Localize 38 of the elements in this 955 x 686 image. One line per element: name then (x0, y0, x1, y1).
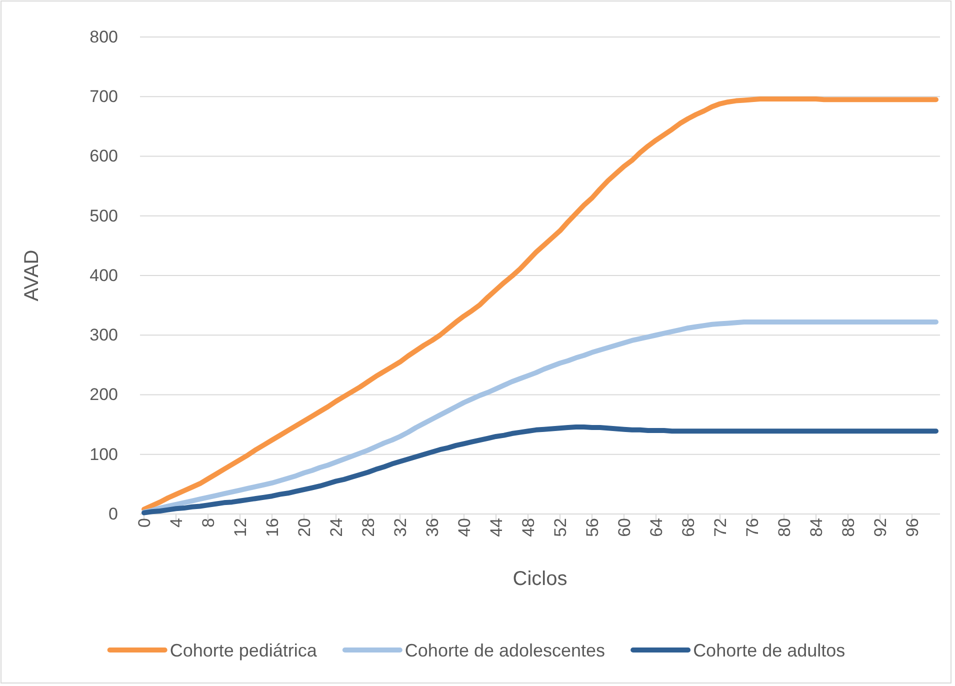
x-tick-label: 76 (742, 518, 762, 537)
y-tick-label: 800 (90, 27, 118, 46)
y-axis-title: AVAD (21, 250, 43, 302)
x-tick-label: 12 (230, 518, 250, 537)
x-tick-label: 60 (614, 518, 634, 537)
legend-label: Cohorte de adultos (693, 640, 846, 660)
legend-label: Cohorte de adolescentes (404, 640, 606, 660)
x-tick-label: 96 (902, 518, 922, 537)
x-tick-label: 36 (422, 518, 442, 537)
x-tick-label: 24 (326, 518, 346, 537)
x-tick-label: 84 (806, 518, 826, 537)
x-tick-label: 32 (390, 518, 410, 537)
legend-label: Cohorte pediátrica (170, 640, 318, 660)
x-tick-label: 92 (870, 518, 890, 537)
x-tick-label: 4 (166, 518, 186, 528)
y-tick-label: 200 (90, 385, 118, 404)
y-tick-label: 100 (90, 444, 118, 464)
x-tick-label: 8 (198, 518, 218, 528)
x-tick-label: 72 (710, 518, 730, 537)
y-tick-label: 500 (90, 206, 118, 226)
x-axis-title: Ciclos (512, 568, 568, 590)
x-tick-label: 48 (518, 518, 538, 537)
x-tick-label: 20 (294, 518, 314, 537)
x-tick-label: 68 (678, 518, 698, 537)
x-tick-label: 52 (550, 518, 570, 537)
y-tick-label: 400 (90, 266, 118, 285)
x-tick-label: 64 (646, 518, 666, 537)
x-tick-label: 56 (582, 518, 602, 537)
x-tick-label: 16 (262, 518, 282, 537)
x-tick-label: 40 (454, 518, 474, 537)
y-tick-label: 600 (90, 146, 118, 166)
x-tick-label: 80 (774, 518, 794, 537)
y-tick-label: 300 (90, 326, 118, 345)
x-tick-label: 28 (358, 518, 378, 537)
x-tick-label: 88 (838, 518, 858, 537)
x-tick-label: 44 (486, 518, 506, 537)
y-tick-label: 700 (90, 87, 118, 106)
x-tick-label: 0 (134, 518, 154, 528)
